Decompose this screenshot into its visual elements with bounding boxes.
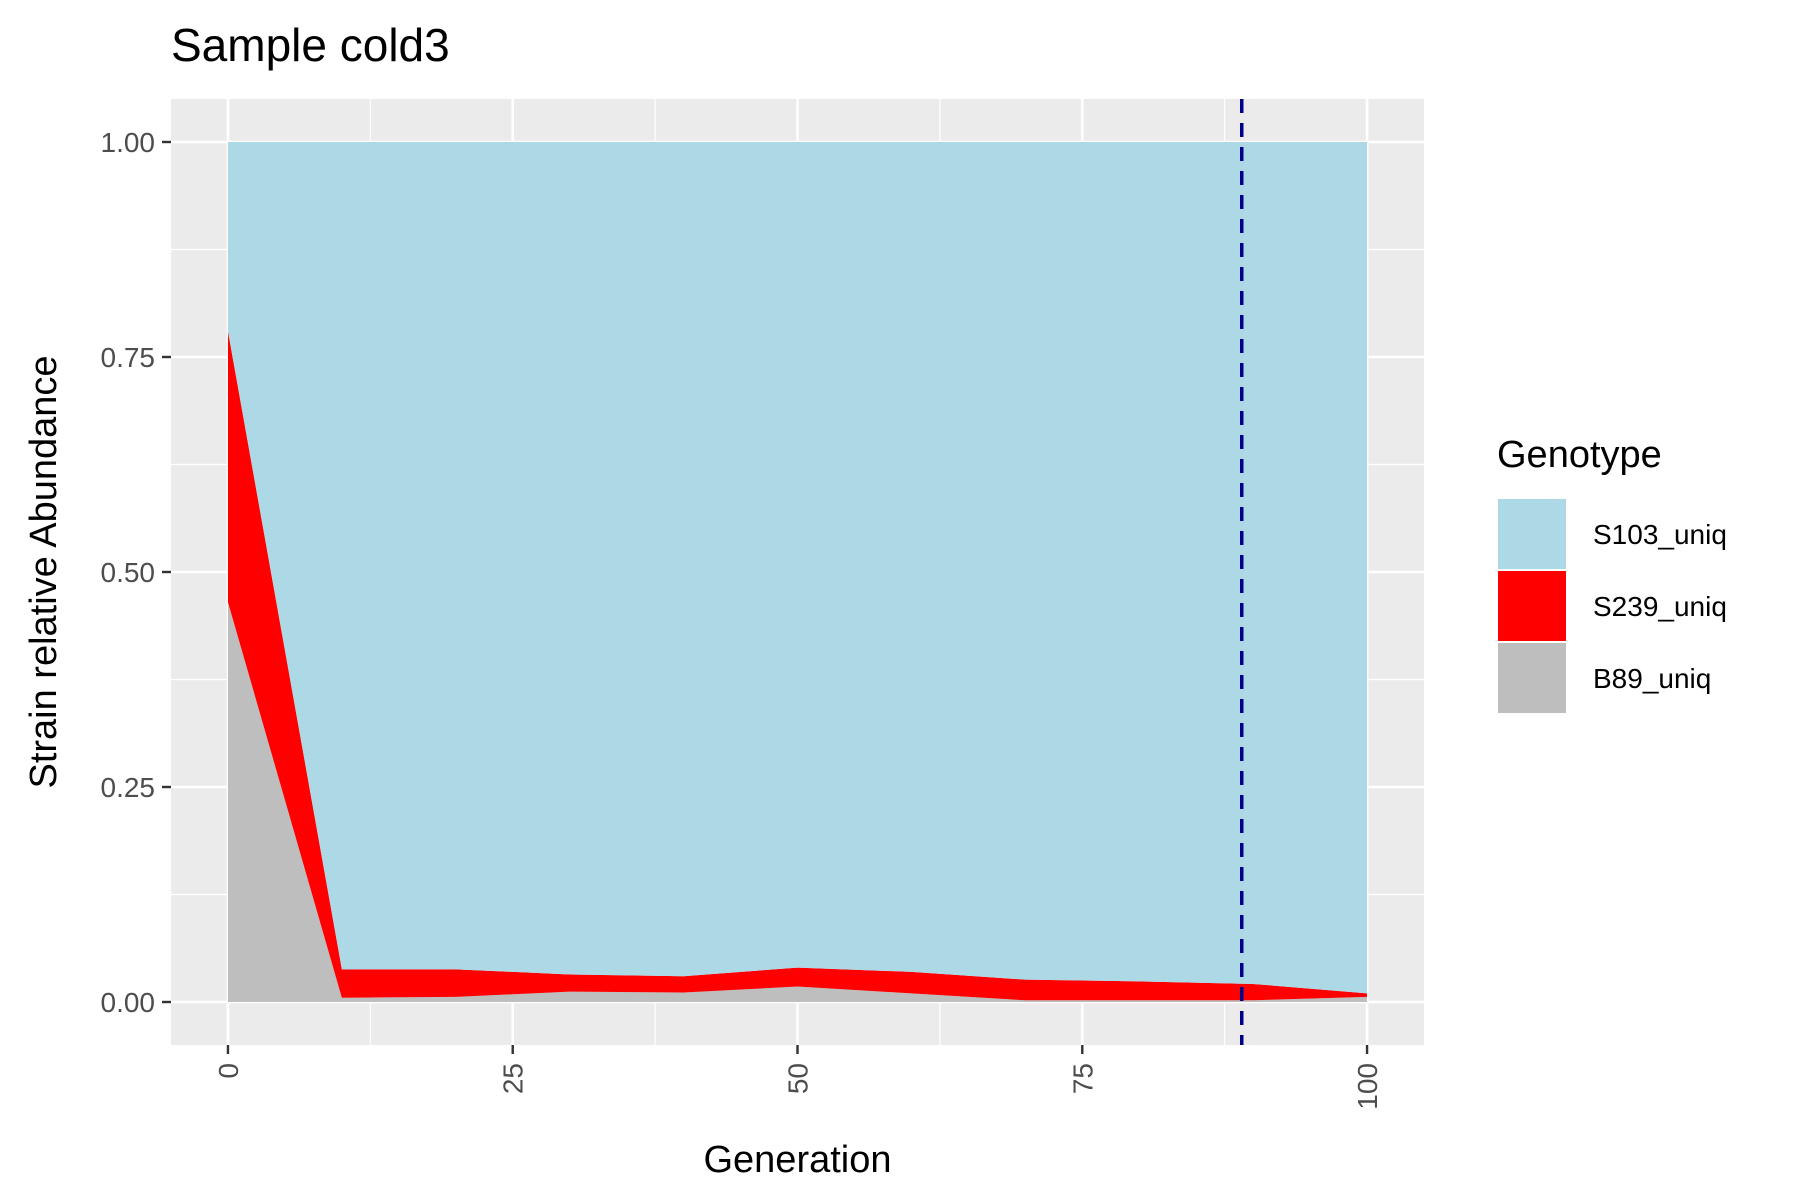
y-axis: 0.00 0.25 0.50 0.75 1.00	[101, 127, 171, 1018]
legend-key-s239-uniq	[1496, 569, 1568, 643]
chart-title: Sample cold3	[171, 19, 450, 71]
legend-key-s103-uniq	[1496, 497, 1568, 571]
x-tick-label: 0	[213, 1063, 244, 1079]
legend-label: S239_uniq	[1593, 591, 1727, 622]
legend-label: S103_uniq	[1593, 519, 1727, 550]
x-tick-label: 100	[1352, 1063, 1383, 1110]
legend-label: B89_uniq	[1593, 663, 1711, 694]
area-layers	[227, 142, 1368, 1002]
legend: Genotype S103_uniq S239_uniq B89_uniq	[1496, 434, 1727, 715]
x-axis: 0 25 50 75 100	[213, 1045, 1383, 1110]
legend-key-b89-uniq	[1496, 641, 1568, 715]
y-tick-label: 0.00	[101, 987, 156, 1018]
x-tick-label: 75	[1067, 1063, 1098, 1094]
x-tick-label: 50	[783, 1063, 814, 1094]
y-axis-title: Strain relative Abundance	[23, 355, 65, 788]
x-tick-label: 25	[498, 1063, 529, 1094]
y-tick-label: 1.00	[101, 127, 156, 158]
y-tick-label: 0.75	[101, 342, 156, 373]
x-axis-title: Generation	[703, 1139, 891, 1181]
y-tick-label: 0.50	[101, 557, 156, 588]
area-s103-uniq	[227, 142, 1368, 994]
legend-title: Genotype	[1497, 434, 1662, 476]
y-tick-label: 0.25	[101, 772, 156, 803]
